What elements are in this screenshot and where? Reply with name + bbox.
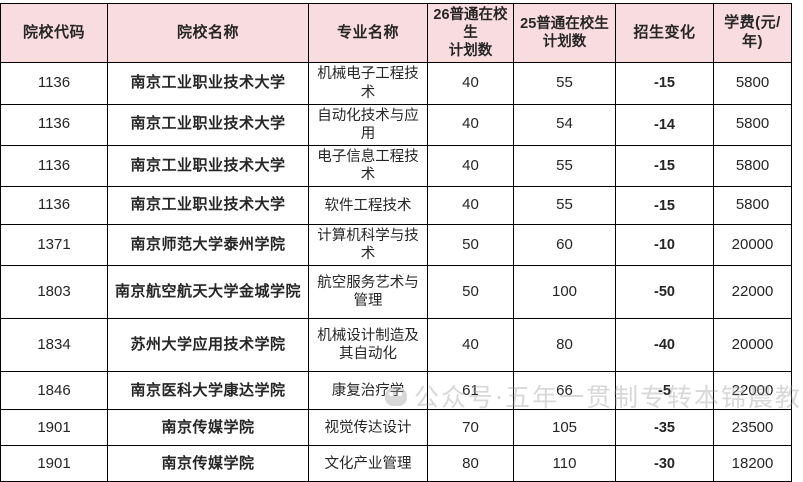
column-header-plan-2025-line2: 计划数 — [542, 34, 587, 51]
cell-plan-2026: 80 — [427, 445, 514, 482]
cell-school-code: 1136 — [0, 62, 108, 105]
cell-enrollment-change: -30 — [615, 445, 714, 482]
cell-tuition: 20000 — [713, 224, 792, 267]
table-row: 1901 南京传媒学院 文化产业管理 80 110 -30 18200 — [0, 445, 792, 482]
cell-major-name: 计算机科学与技术 — [308, 224, 428, 267]
cell-plan-2025: 54 — [513, 103, 616, 146]
cell-enrollment-change: -15 — [615, 62, 714, 105]
cell-plan-2026: 40 — [427, 144, 514, 188]
cell-tuition: 5800 — [713, 144, 792, 188]
cell-major-name: 电子信息工程技术 — [308, 144, 428, 188]
cell-school-code: 1846 — [0, 371, 108, 411]
table-row: 1136 南京工业职业技术大学 电子信息工程技术 40 55 -15 5800 — [0, 144, 792, 188]
cell-major-name: 康复治疗学 — [308, 371, 428, 411]
table-row: 1136 南京工业职业技术大学 软件工程技术 40 55 -15 5800 — [0, 186, 792, 226]
cell-plan-2026: 40 — [427, 103, 514, 146]
column-header-change: 招生变化 — [615, 2, 714, 64]
cell-tuition: 20000 — [713, 318, 792, 373]
cell-tuition: 5800 — [713, 103, 792, 146]
column-header-plan-2025: 25普通在校生 计划数 — [513, 2, 616, 64]
cell-school-name: 南京传媒学院 — [107, 445, 309, 482]
cell-school-name: 南京师范大学泰州学院 — [107, 224, 309, 267]
cell-school-code: 1136 — [0, 103, 108, 146]
column-header-plan-2026-line1: 26普通在校生 — [433, 7, 508, 42]
cell-school-code: 1136 — [0, 186, 108, 226]
table-row: 1136 南京工业职业技术大学 机械电子工程技术 40 55 -15 5800 — [0, 62, 792, 105]
cell-school-name: 南京工业职业技术大学 — [107, 186, 309, 226]
cell-enrollment-change: -10 — [615, 224, 714, 267]
cell-major-name: 文化产业管理 — [308, 445, 428, 482]
cell-plan-2025: 55 — [513, 144, 616, 188]
cell-plan-2025: 66 — [513, 371, 616, 411]
table-row: 1846 南京医科大学康达学院 康复治疗学 61 66 -5 22000 — [0, 371, 792, 411]
cell-school-code: 1901 — [0, 445, 108, 482]
cell-tuition: 5800 — [713, 62, 792, 105]
column-header-tuition: 学费(元/年) — [713, 2, 792, 64]
cell-major-name: 软件工程技术 — [308, 186, 428, 226]
cell-major-name: 机械电子工程技术 — [308, 62, 428, 105]
cell-school-name: 南京工业职业技术大学 — [107, 62, 309, 105]
cell-major-name: 航空服务艺术与管理 — [308, 265, 428, 320]
cell-enrollment-change: -15 — [615, 144, 714, 188]
cell-plan-2026: 50 — [427, 224, 514, 267]
cell-tuition: 22000 — [713, 371, 792, 411]
cell-major-name: 自动化技术与应用 — [308, 103, 428, 146]
table-header: 院校代码 院校名称 专业名称 26普通在校生 计划数 25普通在校生 计划数 招… — [0, 2, 792, 64]
table-row: 1834 苏州大学应用技术学院 机械设计制造及其自动化 40 80 -40 20000 — [0, 318, 792, 373]
cell-plan-2025: 110 — [513, 445, 616, 482]
cell-school-name: 南京医科大学康达学院 — [107, 371, 309, 411]
column-header-plan-2026: 26普通在校生 计划数 — [427, 2, 514, 64]
cell-plan-2026: 40 — [427, 62, 514, 105]
cell-tuition: 18200 — [713, 445, 792, 482]
cell-enrollment-change: -5 — [615, 371, 714, 411]
table-row: 1371 南京师范大学泰州学院 计算机科学与技术 50 60 -10 20000 — [0, 224, 792, 267]
cell-plan-2025: 100 — [513, 265, 616, 320]
cell-school-name: 南京航空航天大学金城学院 — [107, 265, 309, 320]
cell-school-name: 南京工业职业技术大学 — [107, 103, 309, 146]
cell-school-code: 1136 — [0, 144, 108, 188]
cell-plan-2026: 61 — [427, 371, 514, 411]
cell-enrollment-change: -14 — [615, 103, 714, 146]
table-row: 1803 南京航空航天大学金城学院 航空服务艺术与管理 50 100 -50 22000 — [0, 265, 792, 320]
cell-school-name: 南京工业职业技术大学 — [107, 144, 309, 188]
cell-plan-2025: 80 — [513, 318, 616, 373]
column-header-school: 院校名称 — [107, 2, 309, 64]
cell-enrollment-change: -50 — [615, 265, 714, 320]
cell-plan-2025: 55 — [513, 62, 616, 105]
cell-plan-2026: 50 — [427, 265, 514, 320]
cell-major-name: 机械设计制造及其自动化 — [308, 318, 428, 373]
header-row: 院校代码 院校名称 专业名称 26普通在校生 计划数 25普通在校生 计划数 招… — [0, 2, 792, 64]
cell-school-code: 1834 — [0, 318, 108, 373]
cell-plan-2026: 40 — [427, 186, 514, 226]
cell-tuition: 22000 — [713, 265, 792, 320]
column-header-plan-2026-line2: 计划数 — [448, 43, 493, 60]
table-body: 1136 南京工业职业技术大学 机械电子工程技术 40 55 -15 5800 1136 南京工… — [0, 62, 792, 482]
cell-school-name: 苏州大学应用技术学院 — [107, 318, 309, 373]
column-header-major: 专业名称 — [308, 2, 428, 64]
column-header-plan-2025-line1: 25普通在校生 — [520, 16, 609, 33]
column-header-code: 院校代码 — [0, 2, 108, 64]
cell-enrollment-change: -15 — [615, 186, 714, 226]
cell-plan-2026: 40 — [427, 318, 514, 373]
cell-school-code: 1371 — [0, 224, 108, 267]
cell-school-code: 1803 — [0, 265, 108, 320]
table-row: 1136 南京工业职业技术大学 自动化技术与应用 40 54 -14 5800 — [0, 103, 792, 146]
cell-plan-2025: 60 — [513, 224, 616, 267]
cell-tuition: 5800 — [713, 186, 792, 226]
cell-enrollment-change: -40 — [615, 318, 714, 373]
cell-plan-2025: 55 — [513, 186, 616, 226]
